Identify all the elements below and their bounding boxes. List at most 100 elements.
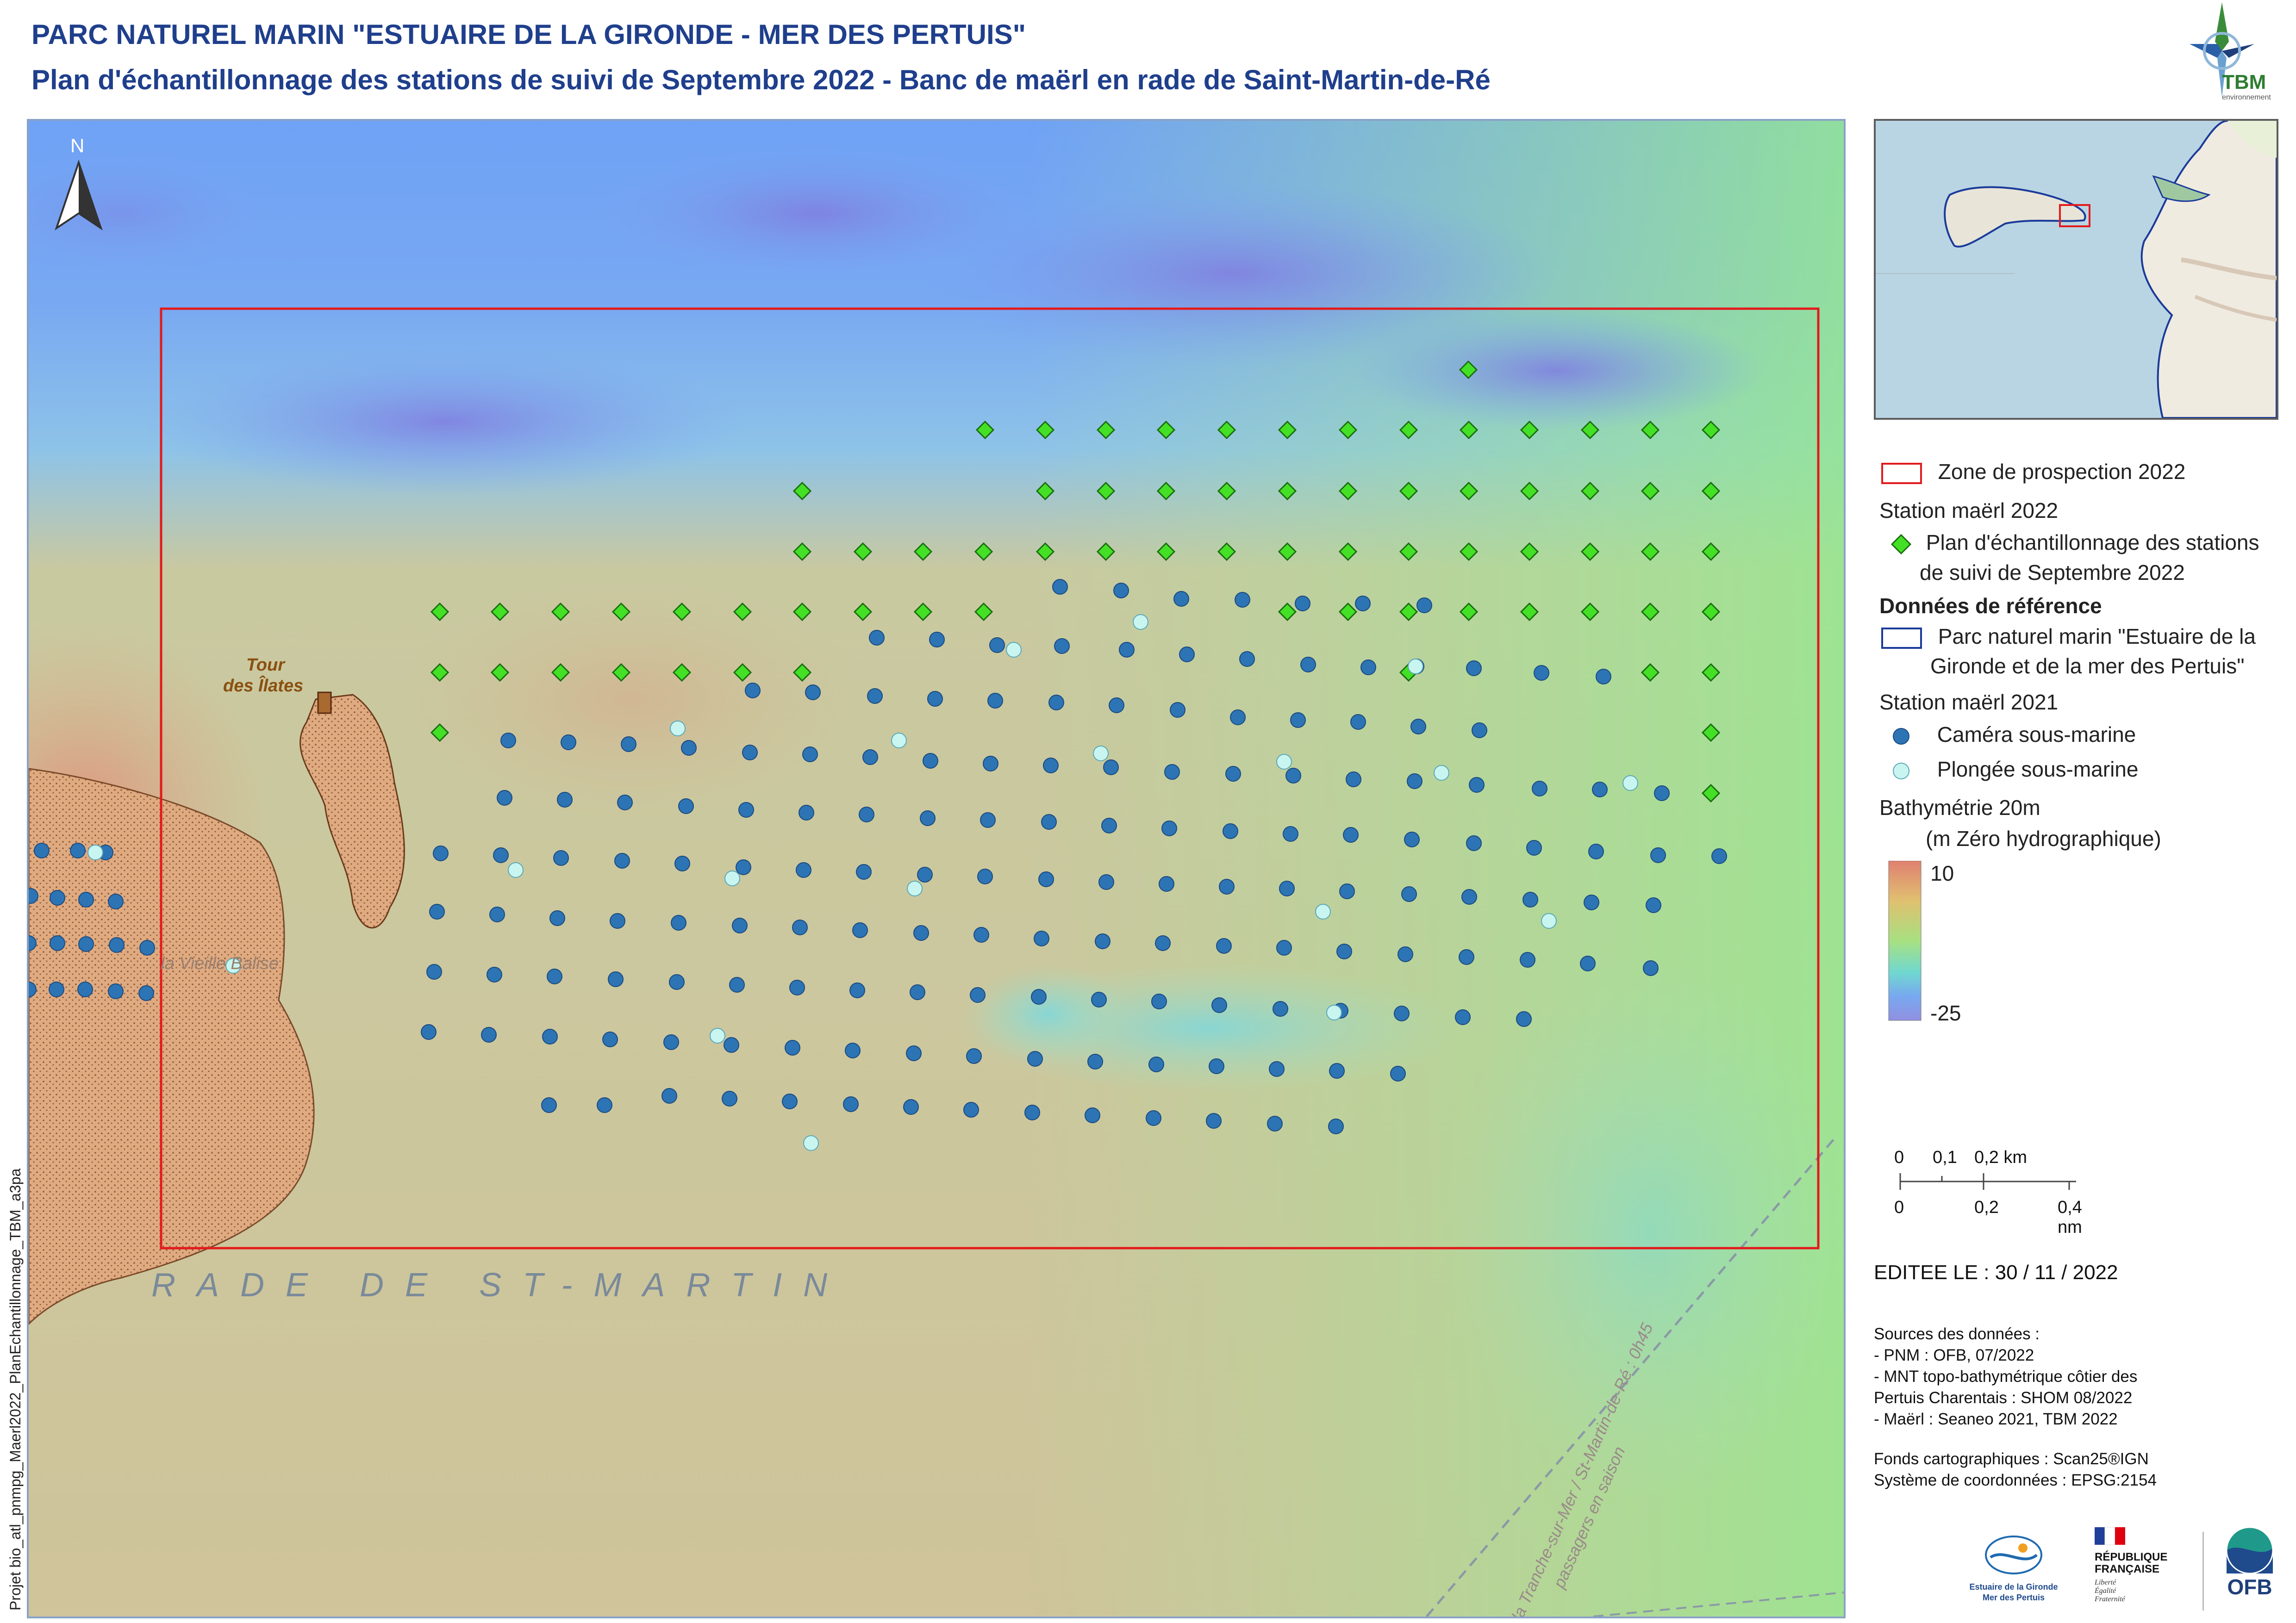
- station-2022[interactable]: [490, 602, 510, 622]
- station-2022[interactable]: [1641, 602, 1660, 622]
- station-2021-camera[interactable]: [862, 749, 878, 765]
- station-2021-camera[interactable]: [1466, 660, 1482, 676]
- station-2022[interactable]: [733, 602, 752, 622]
- station-2021-camera[interactable]: [621, 736, 636, 752]
- station-2021-camera[interactable]: [1522, 892, 1538, 908]
- station-2021-camera[interactable]: [859, 807, 874, 822]
- station-2022[interactable]: [1036, 481, 1055, 501]
- station-2021-camera[interactable]: [1466, 835, 1482, 851]
- station-2022[interactable]: [792, 602, 812, 622]
- station-2021-camera[interactable]: [1223, 823, 1238, 839]
- station-2021-camera[interactable]: [963, 1102, 979, 1118]
- station-2021-camera[interactable]: [920, 810, 936, 826]
- station-2022[interactable]: [1217, 420, 1236, 440]
- station-2021-camera[interactable]: [1416, 597, 1432, 613]
- station-2021-camera[interactable]: [429, 904, 445, 920]
- station-2021-camera[interactable]: [553, 850, 569, 866]
- station-2021-camera[interactable]: [802, 746, 818, 762]
- station-2021-camera[interactable]: [1276, 940, 1292, 956]
- station-2021-camera[interactable]: [856, 864, 872, 880]
- station-2021-camera[interactable]: [1216, 938, 1232, 954]
- station-2021-camera[interactable]: [681, 740, 697, 756]
- station-2021-camera[interactable]: [610, 913, 625, 929]
- station-2021-camera[interactable]: [966, 1048, 982, 1064]
- station-2021-camera[interactable]: [77, 982, 93, 997]
- station-2021-camera[interactable]: [1024, 1105, 1040, 1120]
- station-2021-camera[interactable]: [1461, 889, 1477, 905]
- station-2021-camera[interactable]: [1394, 1006, 1410, 1021]
- station-2022[interactable]: [611, 663, 631, 682]
- station-2021-camera[interactable]: [1285, 768, 1301, 784]
- station-2022[interactable]: [1580, 420, 1600, 440]
- station-2021-camera[interactable]: [903, 1099, 919, 1115]
- station-2022[interactable]: [913, 602, 933, 622]
- station-2022[interactable]: [1338, 481, 1358, 501]
- station-2021-camera[interactable]: [1179, 647, 1195, 662]
- station-2021-camera[interactable]: [1235, 592, 1250, 608]
- station-2021-camera[interactable]: [1580, 956, 1596, 971]
- station-2021-camera[interactable]: [50, 935, 65, 951]
- station-2022[interactable]: [551, 602, 570, 622]
- station-2021-camera[interactable]: [1087, 1054, 1103, 1070]
- station-2021-plongee[interactable]: [1093, 746, 1109, 761]
- station-2021-camera[interactable]: [845, 1043, 861, 1058]
- station-2022[interactable]: [792, 481, 812, 501]
- station-2021-camera[interactable]: [1269, 1061, 1285, 1077]
- station-2021-plongee[interactable]: [1326, 1005, 1342, 1020]
- station-2022[interactable]: [1701, 723, 1721, 742]
- station-2021-camera[interactable]: [1119, 642, 1135, 658]
- station-2021-camera[interactable]: [1346, 771, 1361, 787]
- station-2021-camera[interactable]: [1109, 697, 1124, 713]
- station-2021-camera[interactable]: [1336, 944, 1352, 959]
- station-2022[interactable]: [733, 663, 752, 682]
- station-2021-camera[interactable]: [489, 907, 505, 922]
- station-2021-camera[interactable]: [1398, 946, 1413, 962]
- station-2021-camera[interactable]: [481, 1027, 497, 1043]
- station-2021-camera[interactable]: [785, 1040, 800, 1056]
- station-2021-camera[interactable]: [843, 1096, 859, 1112]
- station-2022[interactable]: [1217, 542, 1236, 561]
- station-2022[interactable]: [1459, 602, 1479, 622]
- station-2021-camera[interactable]: [923, 753, 938, 769]
- station-2022[interactable]: [1641, 663, 1660, 682]
- station-2021-plongee[interactable]: [1133, 614, 1148, 630]
- station-2021-camera[interactable]: [1588, 844, 1604, 859]
- station-2021-camera[interactable]: [1283, 826, 1298, 842]
- station-2021-camera[interactable]: [1151, 994, 1167, 1009]
- station-2022[interactable]: [1217, 481, 1236, 501]
- station-2022[interactable]: [1580, 542, 1600, 561]
- station-2021-camera[interactable]: [1225, 766, 1241, 782]
- station-2021-camera[interactable]: [867, 688, 883, 704]
- station-2021-camera[interactable]: [433, 846, 449, 861]
- main-map[interactable]: N Tour des Îlates la Vieille Balise RADE…: [27, 119, 1846, 1618]
- station-2022[interactable]: [1338, 542, 1358, 561]
- station-2021-camera[interactable]: [1239, 651, 1255, 667]
- station-2021-camera[interactable]: [1054, 638, 1070, 654]
- inset-map[interactable]: [1874, 119, 2278, 420]
- station-2021-camera[interactable]: [987, 693, 1003, 709]
- station-2022[interactable]: [1701, 420, 1721, 440]
- station-2022[interactable]: [1641, 420, 1660, 440]
- station-2021-camera[interactable]: [1469, 777, 1485, 793]
- station-2021-camera[interactable]: [497, 790, 512, 806]
- station-2021-camera[interactable]: [929, 632, 945, 647]
- station-2021-camera[interactable]: [70, 843, 86, 858]
- station-2021-plongee[interactable]: [1622, 775, 1638, 791]
- station-2021-plongee[interactable]: [670, 721, 686, 736]
- station-2021-camera[interactable]: [989, 637, 1005, 653]
- station-2022[interactable]: [1459, 360, 1478, 379]
- station-2022[interactable]: [792, 542, 812, 561]
- station-2021-camera[interactable]: [1148, 1057, 1164, 1072]
- station-2021-plongee[interactable]: [1434, 765, 1449, 781]
- station-2021-plongee[interactable]: [87, 845, 103, 860]
- station-2022[interactable]: [1520, 602, 1539, 622]
- station-2021-camera[interactable]: [742, 745, 758, 760]
- station-2021-camera[interactable]: [29, 888, 38, 904]
- station-2021-camera[interactable]: [608, 971, 624, 987]
- station-2021-plongee[interactable]: [225, 958, 241, 974]
- station-2021-camera[interactable]: [745, 683, 761, 698]
- station-2021-camera[interactable]: [1273, 1001, 1288, 1017]
- station-2022[interactable]: [1096, 420, 1116, 440]
- station-2021-camera[interactable]: [29, 935, 37, 951]
- station-2021-camera[interactable]: [729, 977, 745, 993]
